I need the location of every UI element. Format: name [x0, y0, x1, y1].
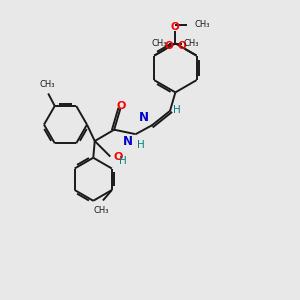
Text: H: H: [137, 140, 145, 149]
Text: O: O: [164, 41, 173, 51]
Text: O: O: [113, 152, 123, 162]
Text: O: O: [170, 22, 179, 32]
Text: CH₃: CH₃: [39, 80, 55, 89]
Text: N: N: [123, 135, 133, 148]
Text: CH₃: CH₃: [152, 39, 167, 48]
Text: N: N: [139, 111, 149, 124]
Text: CH₃: CH₃: [183, 39, 199, 48]
Text: H: H: [118, 156, 126, 166]
Text: CH₃: CH₃: [195, 20, 210, 29]
Text: H: H: [173, 105, 181, 115]
Text: O: O: [178, 41, 187, 51]
Text: CH₃: CH₃: [94, 206, 109, 214]
Text: O: O: [116, 100, 125, 110]
